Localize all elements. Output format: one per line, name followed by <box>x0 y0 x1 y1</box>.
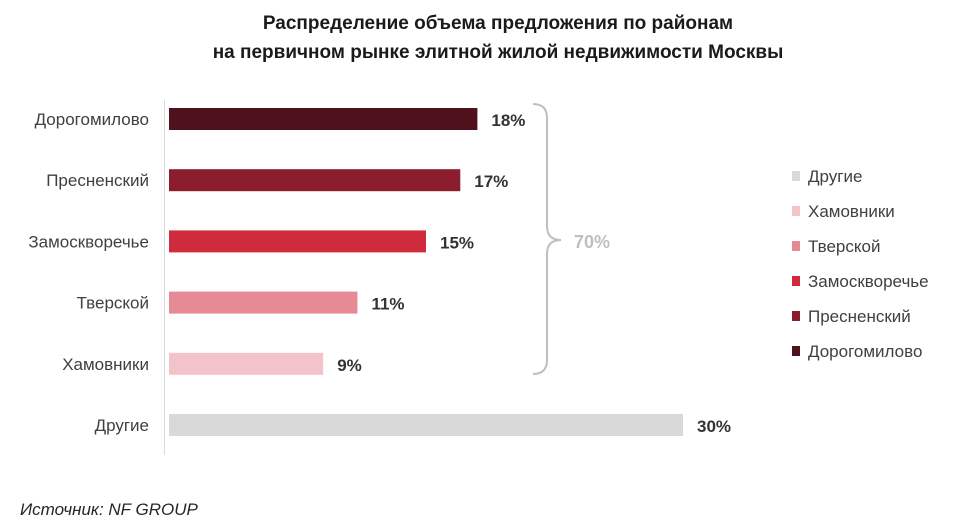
legend-label-0: Другие <box>808 167 862 186</box>
category-label-2: Замоскворечье <box>28 232 149 251</box>
value-label-0: 18% <box>491 111 525 130</box>
source-note: Источник: NF GROUP <box>20 500 198 519</box>
brace-shape <box>532 103 562 375</box>
bar-2 <box>169 230 426 253</box>
category-label-1: Пресненский <box>46 171 149 190</box>
brace-annotation: 70% <box>532 103 610 375</box>
legend-label-3: Замоскворечье <box>808 272 929 291</box>
bar-0 <box>169 108 478 130</box>
legend-label-5: Дорогомилово <box>808 342 922 361</box>
chart-title-line-2: на первичном рынке элитной жилой недвижи… <box>213 42 784 63</box>
value-label-5: 30% <box>697 417 731 436</box>
legend-swatch-1 <box>792 206 800 216</box>
brace-total-label: 70% <box>574 232 610 252</box>
legend-swatch-5 <box>792 346 800 356</box>
legend: Другие Хамовники Тверской Замоскворечье Прес… <box>792 167 929 361</box>
value-label-1: 17% <box>474 172 508 191</box>
value-label-3: 11% <box>371 295 404 314</box>
legend-label-2: Тверской <box>808 237 880 256</box>
value-label-4: 9% <box>337 356 362 375</box>
bar-5 <box>169 414 683 436</box>
legend-swatch-4 <box>792 311 800 321</box>
bar-4 <box>169 352 324 375</box>
category-label-5: Другие <box>95 416 149 435</box>
bar-1 <box>169 169 461 192</box>
value-label-2: 15% <box>440 233 474 252</box>
legend-swatch-0 <box>792 171 800 181</box>
category-label-0: Дорогомилово <box>35 110 149 129</box>
category-label-3: Тверской <box>77 294 149 313</box>
chart-title-line-1: Распределение объема предложения по райо… <box>263 13 733 34</box>
category-label-4: Хамовники <box>62 355 149 374</box>
legend-swatch-3 <box>792 276 800 286</box>
legend-label-4: Пресненский <box>808 307 911 326</box>
bars-group: Дорогомилово 18% Пресненский 17% Замосквореч… <box>28 108 731 436</box>
bar-chart: Распределение объема предложения по райо… <box>28 13 929 455</box>
bar-3 <box>169 291 358 314</box>
legend-label-1: Хамовники <box>808 202 895 221</box>
legend-swatch-2 <box>792 241 800 251</box>
